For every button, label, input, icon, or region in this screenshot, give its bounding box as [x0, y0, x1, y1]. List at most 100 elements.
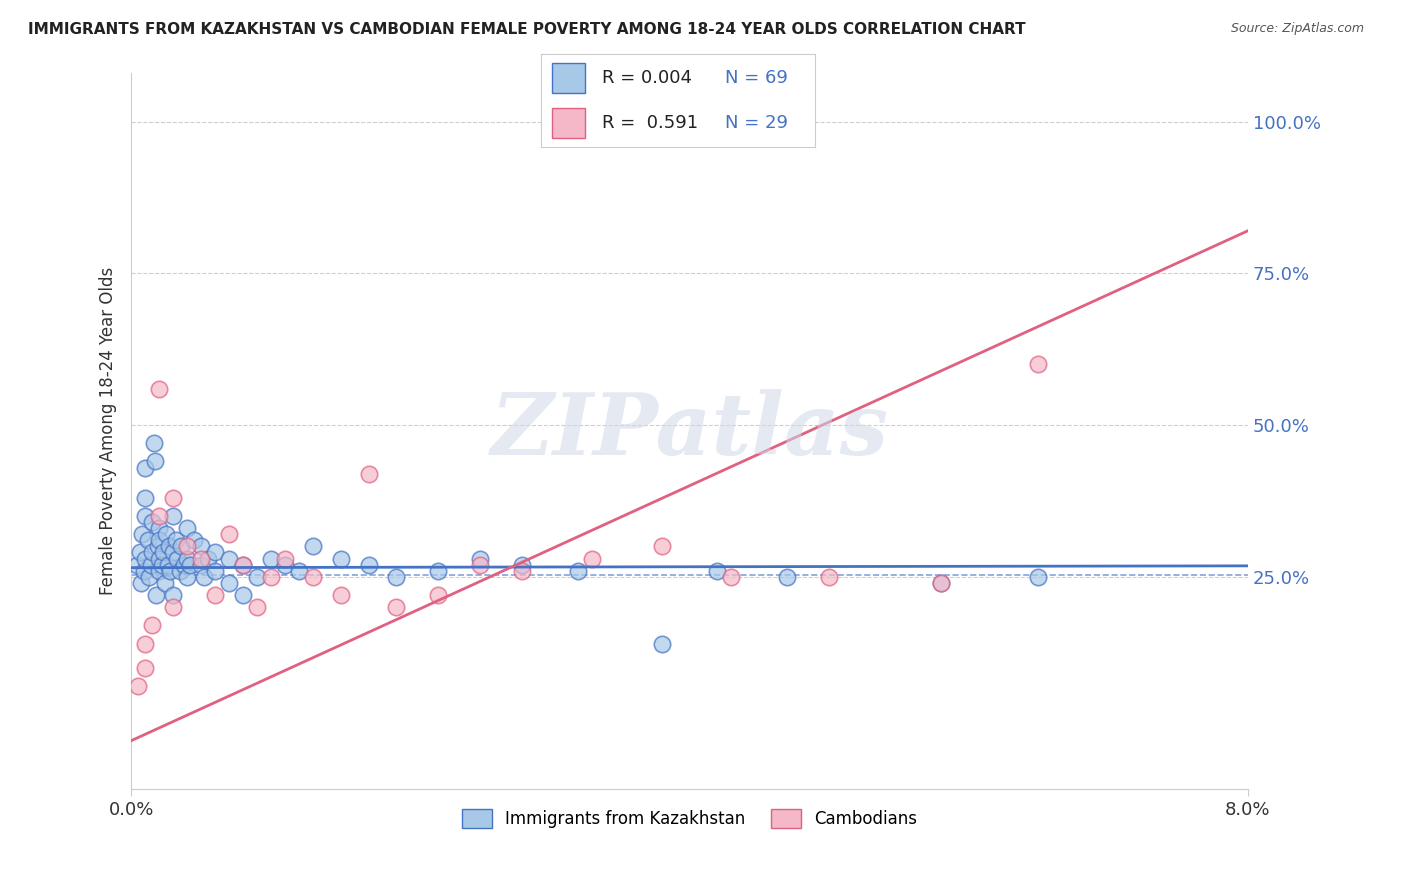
- Point: [134, 661, 156, 675]
- Point: [152, 545, 174, 559]
- Point: [162, 588, 184, 602]
- Point: [146, 540, 169, 554]
- Point: [301, 540, 323, 554]
- Point: [134, 491, 156, 505]
- Point: [148, 509, 170, 524]
- Point: [204, 588, 226, 602]
- Point: [150, 558, 173, 572]
- Point: [190, 558, 212, 572]
- Point: [132, 564, 155, 578]
- Point: [148, 521, 170, 535]
- Point: [427, 588, 450, 602]
- Point: [162, 491, 184, 505]
- Point: [134, 460, 156, 475]
- Point: [176, 540, 198, 554]
- Point: [129, 575, 152, 590]
- Point: [197, 551, 219, 566]
- Point: [427, 564, 450, 578]
- Point: [329, 588, 352, 602]
- Point: [138, 570, 160, 584]
- Point: [139, 558, 162, 572]
- Point: [190, 540, 212, 554]
- Point: [176, 521, 198, 535]
- Text: N = 29: N = 29: [725, 114, 787, 132]
- Point: [357, 467, 380, 481]
- Point: [329, 551, 352, 566]
- Point: [651, 636, 673, 650]
- Point: [156, 558, 179, 572]
- Point: [818, 570, 841, 584]
- Text: N = 69: N = 69: [725, 69, 787, 87]
- Text: IMMIGRANTS FROM KAZAKHSTAN VS CAMBODIAN FEMALE POVERTY AMONG 18-24 YEAR OLDS COR: IMMIGRANTS FROM KAZAKHSTAN VS CAMBODIAN …: [28, 22, 1026, 37]
- Point: [170, 540, 193, 554]
- Point: [173, 558, 195, 572]
- Point: [141, 515, 163, 529]
- Point: [470, 558, 492, 572]
- Point: [176, 570, 198, 584]
- Point: [510, 558, 533, 572]
- Point: [929, 575, 952, 590]
- Point: [145, 588, 167, 602]
- Point: [190, 551, 212, 566]
- Text: R =  0.591: R = 0.591: [602, 114, 697, 132]
- Point: [385, 570, 408, 584]
- Point: [143, 454, 166, 468]
- Point: [148, 564, 170, 578]
- Legend: Immigrants from Kazakhstan, Cambodians: Immigrants from Kazakhstan, Cambodians: [456, 802, 924, 835]
- Point: [127, 679, 149, 693]
- Point: [246, 600, 269, 615]
- Point: [141, 545, 163, 559]
- Point: [134, 509, 156, 524]
- Text: Source: ZipAtlas.com: Source: ZipAtlas.com: [1230, 22, 1364, 36]
- Point: [204, 564, 226, 578]
- Point: [162, 509, 184, 524]
- Point: [929, 575, 952, 590]
- Point: [1028, 570, 1050, 584]
- Point: [179, 558, 201, 572]
- Bar: [553, 108, 585, 138]
- Point: [567, 564, 589, 578]
- Point: [153, 575, 176, 590]
- Point: [274, 551, 297, 566]
- Bar: [553, 63, 585, 93]
- Point: [470, 551, 492, 566]
- Point: [125, 558, 148, 572]
- Point: [385, 600, 408, 615]
- Point: [232, 588, 254, 602]
- Point: [706, 564, 728, 578]
- Point: [141, 618, 163, 632]
- Point: [134, 636, 156, 650]
- Point: [165, 533, 187, 548]
- Point: [287, 564, 309, 578]
- Point: [136, 533, 159, 548]
- Point: [148, 533, 170, 548]
- Point: [1028, 357, 1050, 371]
- Point: [162, 545, 184, 559]
- Point: [274, 558, 297, 572]
- Point: [357, 558, 380, 572]
- Point: [204, 545, 226, 559]
- Point: [162, 600, 184, 615]
- Point: [218, 527, 240, 541]
- Point: [155, 527, 177, 541]
- Point: [157, 540, 180, 554]
- Point: [218, 551, 240, 566]
- Point: [131, 527, 153, 541]
- Y-axis label: Female Poverty Among 18-24 Year Olds: Female Poverty Among 18-24 Year Olds: [100, 267, 117, 595]
- Point: [720, 570, 742, 584]
- Point: [148, 551, 170, 566]
- Point: [776, 570, 799, 584]
- Point: [134, 551, 156, 566]
- Text: R = 0.004: R = 0.004: [602, 69, 692, 87]
- Point: [176, 551, 198, 566]
- Point: [260, 551, 283, 566]
- Point: [218, 575, 240, 590]
- Point: [246, 570, 269, 584]
- Point: [651, 540, 673, 554]
- Point: [169, 564, 191, 578]
- Point: [142, 436, 165, 450]
- Point: [510, 564, 533, 578]
- Point: [581, 551, 603, 566]
- Point: [232, 558, 254, 572]
- Point: [166, 551, 188, 566]
